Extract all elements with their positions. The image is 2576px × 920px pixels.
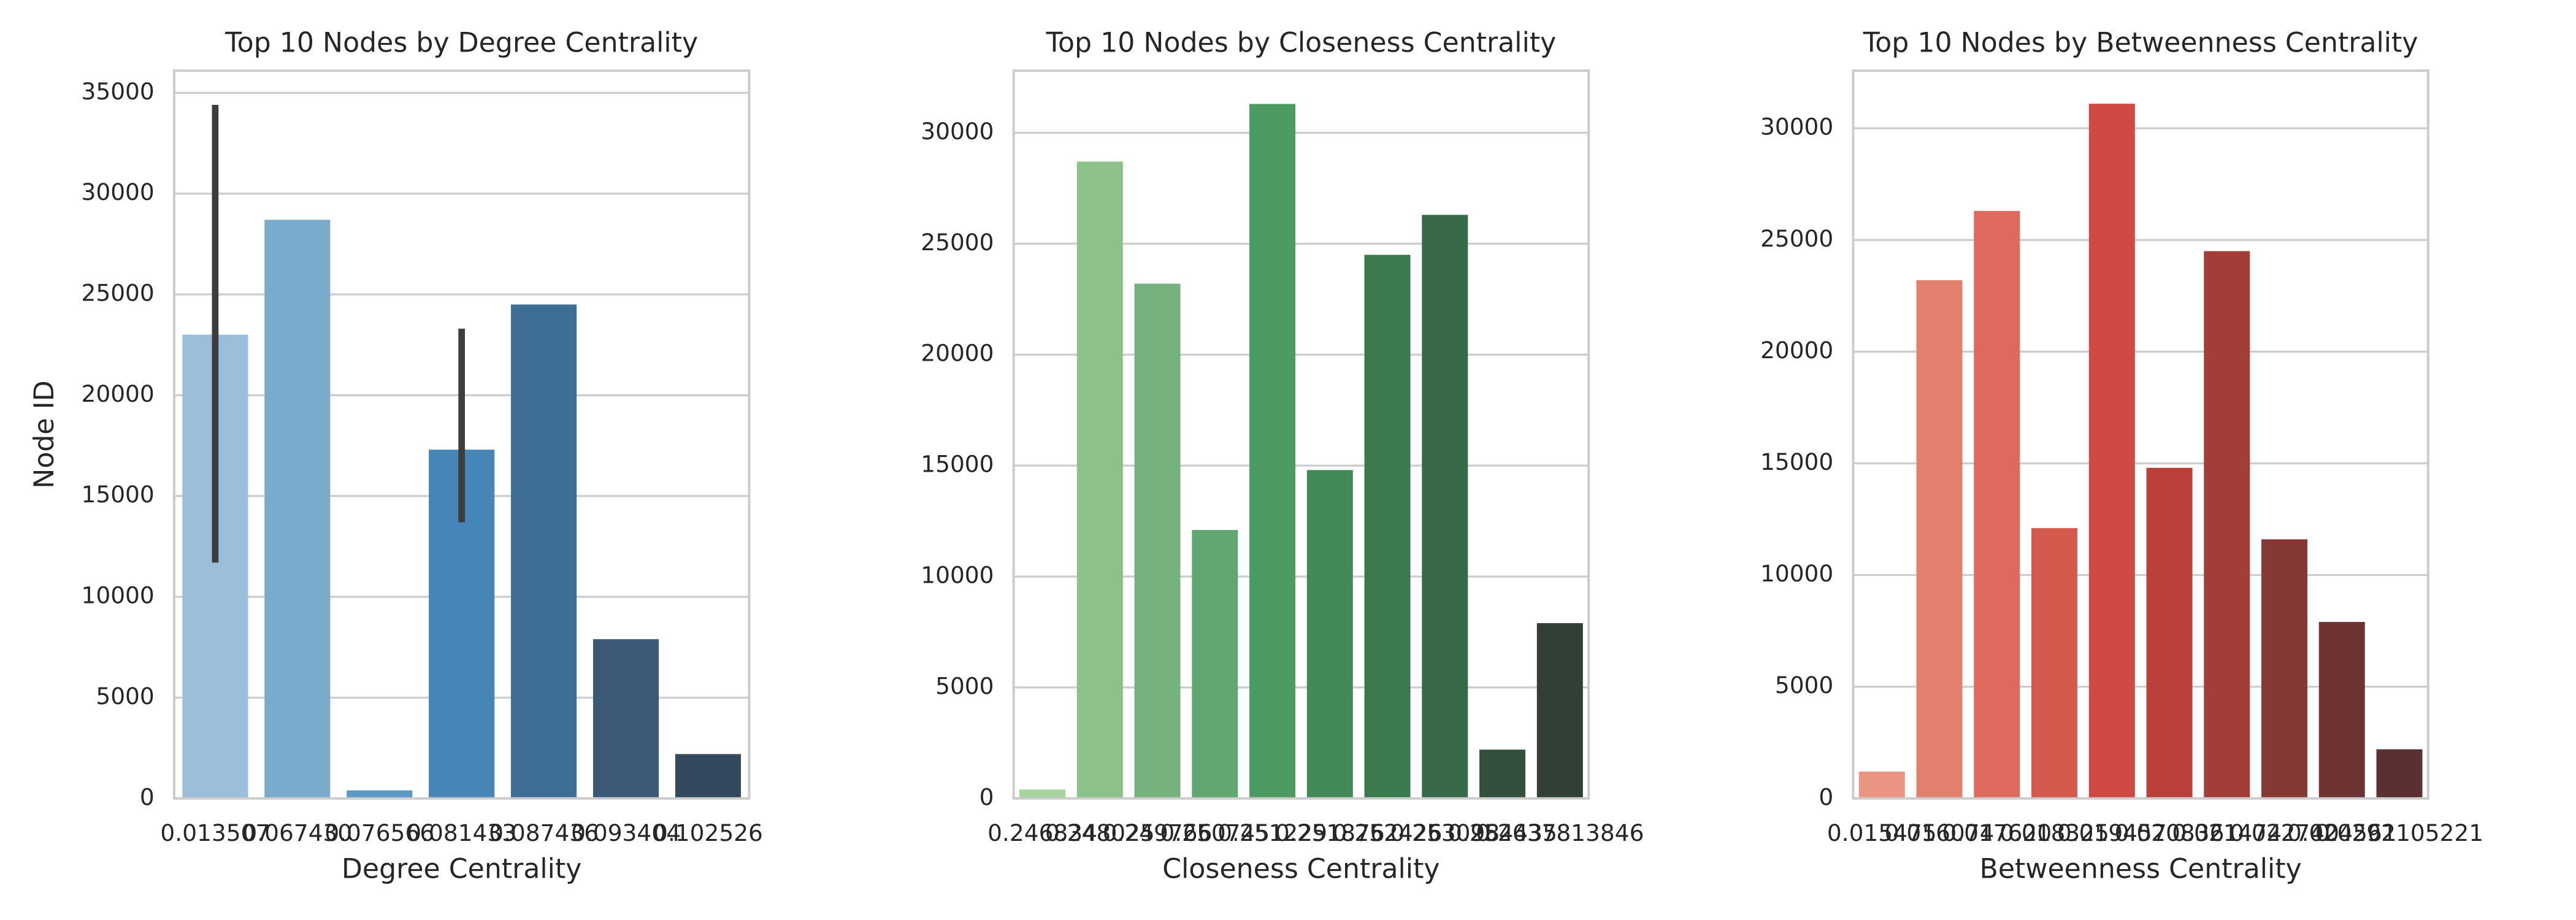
bar bbox=[347, 790, 413, 799]
y-tick-label: 15000 bbox=[1760, 448, 1833, 475]
x-tick-label: 0.252426 bbox=[1333, 819, 1443, 846]
bar bbox=[2204, 251, 2250, 799]
x-tick-label: 0.018325 bbox=[1999, 819, 2109, 846]
x-tick-label: 0.2637813846 bbox=[1476, 819, 1644, 846]
x-tick-label: 0.254435 bbox=[1447, 819, 1557, 846]
bar bbox=[1536, 623, 1583, 799]
x-tick-label: 0.013507 bbox=[160, 819, 270, 846]
y-tick-label: 25000 bbox=[921, 229, 994, 256]
y-tick-label: 0 bbox=[1819, 783, 1833, 810]
y-tick-label: 5000 bbox=[96, 683, 154, 710]
axes-frame bbox=[1852, 69, 2429, 800]
x-tick-label: 0.021474 bbox=[2172, 819, 2282, 846]
x-axis-label: Betweenness Centrality bbox=[1980, 854, 2302, 885]
x-tick-label: 0.102526 bbox=[653, 819, 763, 846]
x-axis-label: Degree Centrality bbox=[342, 854, 582, 885]
x-tick-label: 0.253098 bbox=[1390, 819, 1500, 846]
bar bbox=[2088, 104, 2135, 799]
bar bbox=[2146, 467, 2193, 799]
y-tick-label: 30000 bbox=[921, 118, 994, 145]
bar bbox=[1974, 210, 2020, 799]
bar bbox=[1479, 749, 1526, 799]
x-tick-label: 0.067430 bbox=[242, 819, 352, 846]
bar bbox=[2031, 528, 2078, 799]
bar bbox=[1916, 280, 1963, 799]
bar bbox=[511, 304, 577, 799]
bar bbox=[1019, 789, 1066, 799]
bar bbox=[1076, 161, 1123, 799]
chart-title: Top 10 Nodes by Betweenness Centrality bbox=[1863, 27, 2418, 58]
bar bbox=[1858, 772, 1905, 799]
x-tick-label: 0.251876 bbox=[1275, 819, 1385, 846]
x-tick-label: 0.0292105221 bbox=[2315, 819, 2483, 846]
x-tick-label: 0.081433 bbox=[407, 819, 516, 846]
chart-title: Top 10 Nodes by Closeness Centrality bbox=[1046, 27, 1557, 58]
x-tick-label: 0.250745 bbox=[1160, 819, 1270, 846]
bar bbox=[592, 639, 659, 799]
y-tick-label: 20000 bbox=[1760, 337, 1833, 364]
x-tick-label: 0.020836 bbox=[2115, 819, 2225, 846]
y-tick-label: 25000 bbox=[81, 280, 154, 307]
bar bbox=[1306, 470, 1353, 799]
x-tick-label: 0.093404 bbox=[571, 819, 681, 846]
bar bbox=[1134, 283, 1181, 799]
bar bbox=[1249, 104, 1296, 799]
y-tick-label: 20000 bbox=[81, 380, 154, 407]
y-tick-label: 0 bbox=[979, 783, 994, 810]
x-tick-label: 0.248025 bbox=[1045, 819, 1155, 846]
y-tick-label: 0 bbox=[140, 783, 155, 810]
y-tick-label: 10000 bbox=[921, 562, 994, 589]
chart-title: Top 10 Nodes by Degree Centrality bbox=[224, 27, 698, 58]
y-tick-label: 15000 bbox=[81, 481, 154, 508]
x-axis-label: Closeness Centrality bbox=[1162, 854, 1439, 885]
bar bbox=[675, 754, 742, 799]
y-tick-label: 35000 bbox=[81, 78, 154, 105]
x-tick-label: 0.022740 bbox=[2229, 819, 2339, 846]
x-tick-label: 0.019457 bbox=[2057, 819, 2167, 846]
y-tick-label: 10000 bbox=[81, 582, 154, 609]
y-tick-label: 5000 bbox=[935, 672, 994, 699]
y-tick-label: 25000 bbox=[1760, 225, 1833, 252]
bar bbox=[2261, 539, 2308, 799]
y-axis-label: Node ID bbox=[29, 380, 60, 488]
bar bbox=[264, 220, 331, 799]
bar bbox=[1364, 255, 1411, 799]
bar bbox=[2376, 749, 2423, 799]
x-tick-label: 0.015475 bbox=[1827, 819, 1937, 846]
x-tick-label: 0.087436 bbox=[489, 819, 599, 846]
x-tick-label: 0.251229 bbox=[1217, 819, 1327, 846]
x-tick-label: 0.024561 bbox=[2287, 819, 2397, 846]
x-tick-label: 0.246834 bbox=[987, 819, 1097, 846]
y-tick-label: 15000 bbox=[921, 451, 994, 478]
axes-frame bbox=[1012, 69, 1590, 800]
y-tick-label: 20000 bbox=[921, 340, 994, 367]
axes-frame bbox=[172, 69, 751, 800]
bar bbox=[1192, 530, 1238, 799]
y-tick-label: 30000 bbox=[1760, 113, 1833, 140]
x-tick-label: 0.249766 bbox=[1103, 819, 1213, 846]
bar bbox=[1422, 215, 1468, 799]
y-tick-label: 10000 bbox=[1760, 560, 1833, 587]
y-tick-label: 5000 bbox=[1775, 672, 1833, 699]
x-tick-label: 0.076566 bbox=[324, 819, 434, 846]
y-tick-label: 30000 bbox=[81, 178, 154, 205]
bar bbox=[2318, 622, 2365, 799]
x-tick-label: 0.017620 bbox=[1942, 819, 2052, 846]
x-tick-label: 0.016074 bbox=[1885, 819, 1995, 846]
